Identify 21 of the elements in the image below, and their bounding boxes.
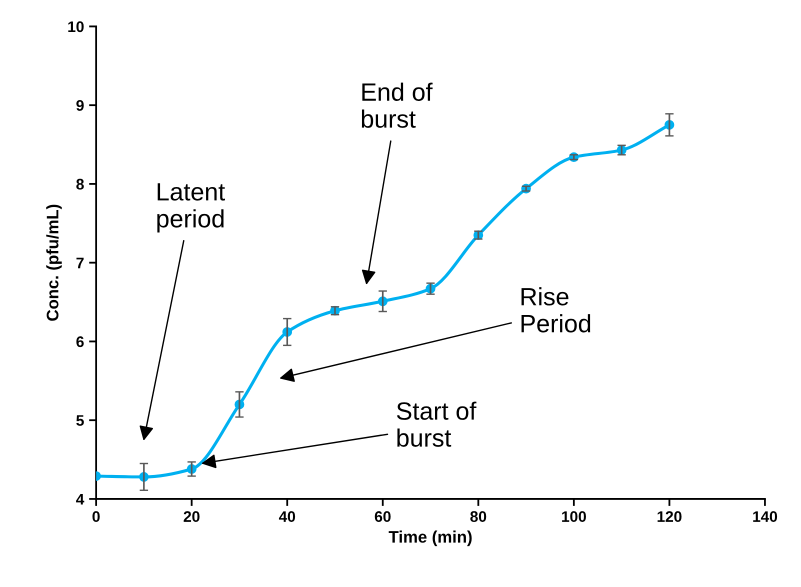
annotation: Rise Period (522, 287, 590, 332)
y-tick-label: 4 (76, 494, 84, 504)
y-tick-label: 5 (76, 415, 84, 426)
y-tick-label: 6 (76, 336, 84, 348)
x-tick-label: 40 (278, 511, 296, 522)
x-tick-label: 60 (374, 511, 391, 522)
annotation: Latent period (157, 183, 225, 233)
x-tick-label: 120 (658, 511, 682, 522)
x-tick-label: 80 (470, 511, 486, 522)
annotation: End of burst (362, 82, 433, 128)
y-tick-label: 10 (68, 21, 84, 32)
x-tick-label: 100 (562, 511, 586, 522)
y-tick-label: 9 (76, 100, 84, 111)
annotation: Start of burst (396, 402, 476, 447)
x-tick-label: 0 (92, 511, 100, 522)
y-axis-title: Conc. (pfu/mL) (46, 204, 62, 321)
x-tick-label: 140 (753, 511, 778, 522)
x-tick-label: 20 (184, 511, 200, 522)
x-axis-title: Time (min) (388, 530, 472, 546)
y-tick-label: 7 (76, 258, 84, 268)
y-tick-label: 8 (76, 178, 84, 190)
